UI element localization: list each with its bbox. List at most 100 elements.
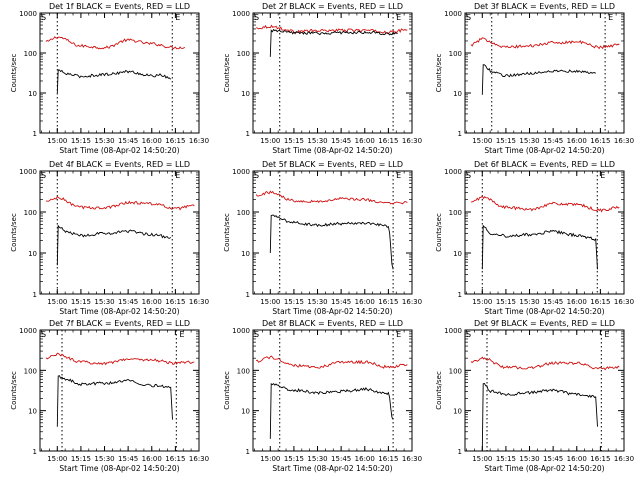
chart-title: Det 7f BLACK = Events, RED = LLD: [49, 319, 190, 328]
plot-frame: [39, 12, 200, 134]
time-marker-label: E: [608, 13, 613, 22]
y-tick-label: 1000: [19, 10, 37, 18]
x-tick-label: 15:00: [47, 298, 67, 306]
events-series-line: [481, 224, 598, 270]
y-tick-label: 1: [246, 291, 250, 299]
y-tick-label: 1: [33, 130, 37, 138]
events-series-line: [269, 214, 394, 270]
x-tick-label: 15:45: [543, 455, 563, 463]
x-tick-label: 16:00: [142, 298, 162, 306]
time-marker-label: S: [254, 13, 259, 22]
plot-frame: [252, 12, 413, 134]
x-tick-label: 15:45: [118, 137, 138, 145]
y-tick-label: 1: [458, 448, 462, 456]
chart-panel: Det 2f BLACK = Events, RED = LLD 1 10 100 10…: [223, 2, 422, 155]
x-tick-label: 15:30: [519, 298, 539, 306]
y-tick-label: 100: [237, 209, 250, 217]
y-tick-label: 10: [28, 90, 37, 98]
x-tick-label: 16:00: [355, 298, 375, 306]
x-tick-label: 16:00: [567, 137, 587, 145]
chart-panel: Det 7f BLACK = Events, RED = LLD 1 10 100 10…: [10, 319, 209, 473]
x-tick-label: 15:00: [472, 137, 492, 145]
chart-title: Det 9f BLACK = Events, RED = LLD: [474, 319, 615, 328]
y-tick-label: 1000: [19, 327, 37, 335]
x-axis-label: Start Time (08-Apr-02 14:50:20): [484, 464, 604, 473]
y-tick-label: 10: [453, 90, 462, 98]
y-tick-label: 10: [28, 250, 37, 258]
x-tick-label: 15:00: [47, 455, 67, 463]
x-tick-label: 15:45: [543, 137, 563, 145]
lld-series-line: [470, 356, 620, 371]
chart-panel: Det 3f BLACK = Events, RED = LLD 1 10 100 10…: [435, 2, 634, 155]
time-marker-label: E: [179, 330, 184, 339]
chart-panel: Det 9f BLACK = Events, RED = LLD 1 10 100 10…: [435, 319, 634, 473]
x-tick-label: 16:15: [378, 298, 398, 306]
events-series-line: [56, 375, 173, 427]
events-series-line: [56, 69, 172, 94]
y-axis-label: Counts/sec: [10, 213, 18, 252]
y-tick-label: 1000: [444, 10, 462, 18]
time-marker-label: S: [466, 171, 471, 180]
plot-frame: [39, 329, 200, 452]
chart-title: Det 3f BLACK = Events, RED = LLD: [474, 2, 615, 11]
chart-panel: Det 8f BLACK = Events, RED = LLD 1 10 100 10…: [223, 319, 422, 473]
x-axis-label: Start Time (08-Apr-02 14:50:20): [484, 307, 604, 316]
x-tick-label: 16:30: [402, 137, 422, 145]
x-tick-label: 15:45: [331, 298, 351, 306]
time-marker-label: E: [600, 171, 605, 180]
x-tick-label: 15:45: [543, 298, 563, 306]
x-tick-label: 15:30: [519, 455, 539, 463]
plot-frame: [39, 170, 200, 295]
lld-series-line: [255, 24, 408, 35]
x-tick-label: 15:30: [307, 455, 327, 463]
y-tick-label: 1: [246, 130, 250, 138]
x-tick-label: 15:15: [284, 455, 304, 463]
x-tick-label: 16:00: [142, 455, 162, 463]
lld-series-line: [470, 195, 620, 213]
plot-frame: [464, 170, 625, 295]
events-series-line: [481, 382, 598, 452]
time-marker-label: E: [396, 13, 401, 22]
x-tick-label: 15:45: [118, 298, 138, 306]
y-tick-label: 1000: [19, 168, 37, 176]
x-tick-label: 16:15: [165, 298, 185, 306]
y-tick-label: 100: [449, 367, 462, 375]
x-tick-label: 15:15: [71, 455, 91, 463]
x-tick-label: 15:30: [307, 298, 327, 306]
y-axis-label: Counts/sec: [10, 54, 18, 93]
y-tick-label: 100: [237, 367, 250, 375]
y-tick-label: 100: [24, 209, 37, 217]
y-tick-label: 1000: [232, 10, 250, 18]
x-tick-label: 15:00: [472, 298, 492, 306]
chart-panel: Det 6f BLACK = Events, RED = LLD 1 10 100 10…: [435, 160, 634, 316]
x-tick-label: 15:45: [331, 137, 351, 145]
y-tick-label: 1: [246, 448, 250, 456]
chart-panel: Det 1f BLACK = Events, RED = LLD 1 10 100 10…: [10, 2, 209, 155]
lld-series-line: [470, 37, 620, 50]
y-tick-label: 10: [28, 408, 37, 416]
y-tick-label: 10: [241, 90, 250, 98]
x-tick-label: 15:15: [284, 298, 304, 306]
x-tick-label: 16:30: [614, 137, 634, 145]
y-axis-label: Counts/sec: [435, 213, 443, 252]
x-tick-label: 16:15: [165, 455, 185, 463]
x-axis-label: Start Time (08-Apr-02 14:50:20): [59, 146, 179, 155]
y-tick-label: 100: [24, 367, 37, 375]
x-tick-label: 16:00: [567, 455, 587, 463]
x-tick-label: 16:30: [402, 455, 422, 463]
x-axis-label: Start Time (08-Apr-02 14:50:20): [272, 146, 392, 155]
plot-frame: [252, 329, 413, 452]
x-tick-label: 16:30: [189, 298, 209, 306]
y-tick-label: 1000: [232, 168, 250, 176]
y-axis-label: Counts/sec: [435, 54, 443, 93]
x-axis-label: Start Time (08-Apr-02 14:50:20): [59, 307, 179, 316]
x-tick-label: 15:15: [496, 298, 516, 306]
x-tick-label: 16:15: [165, 137, 185, 145]
chart-panel: Det 4f BLACK = Events, RED = LLD 1 10 100 10…: [10, 160, 209, 316]
time-marker-label: S: [254, 171, 259, 180]
y-axis-label: Counts/sec: [223, 371, 231, 410]
x-tick-label: 15:00: [260, 298, 280, 306]
y-axis-label: Counts/sec: [10, 371, 18, 410]
time-marker-label: S: [41, 330, 46, 339]
chart-title: Det 1f BLACK = Events, RED = LLD: [49, 2, 190, 11]
